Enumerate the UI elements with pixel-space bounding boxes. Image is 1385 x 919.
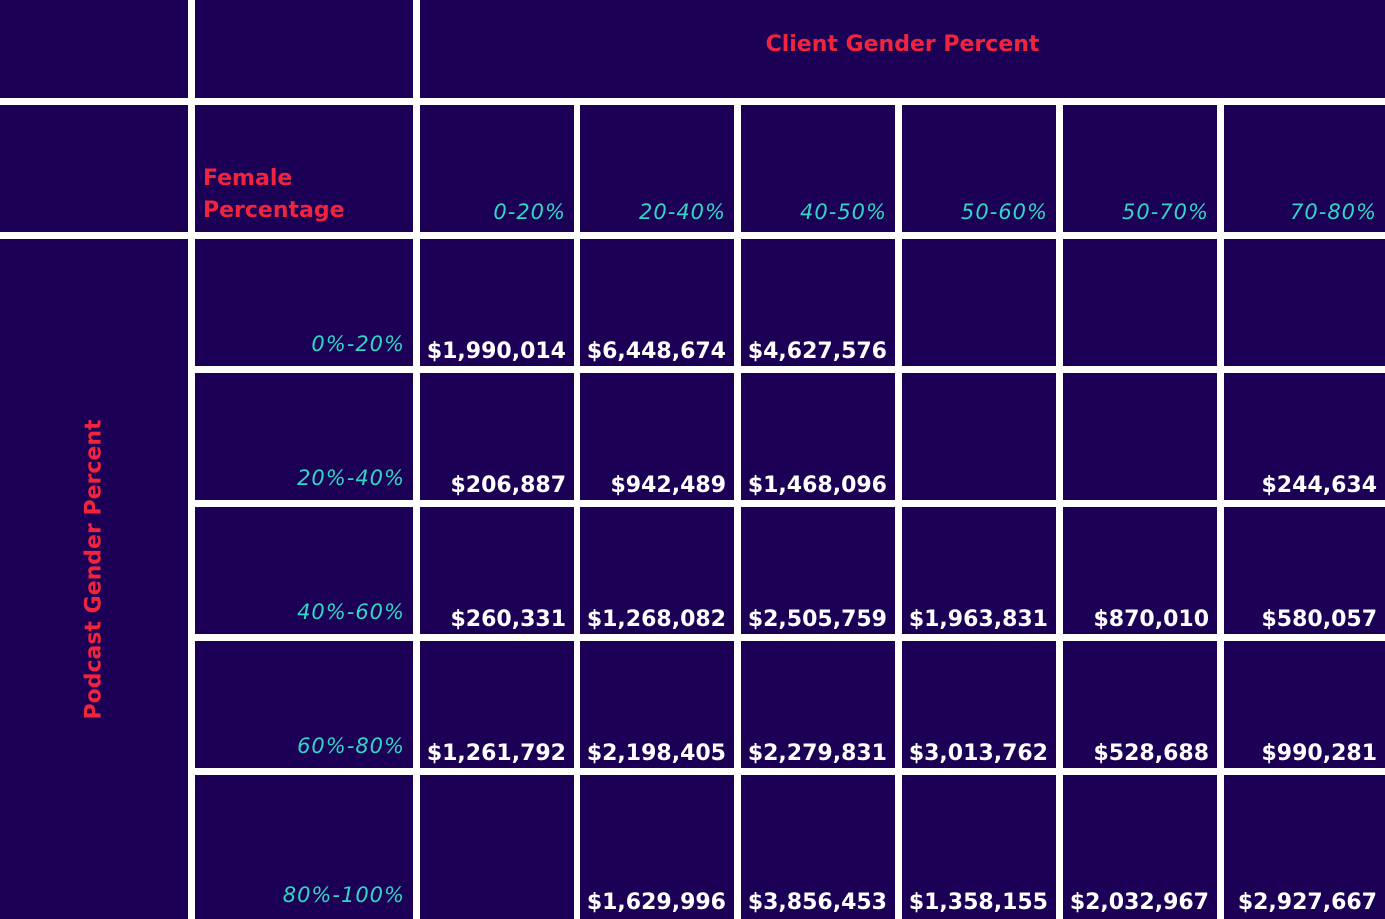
value-cell xyxy=(1063,239,1217,366)
cell-value: $260,331 xyxy=(450,607,566,632)
row-group-title: Podcast Gender Percent xyxy=(81,419,107,720)
cell-value: $870,010 xyxy=(1093,607,1209,632)
value-cell: $206,887 xyxy=(420,373,574,500)
value-cell: $1,268,082 xyxy=(580,507,734,634)
value-cell: $870,010 xyxy=(1063,507,1217,634)
cell-value: $2,279,831 xyxy=(747,741,887,766)
value-cell: $1,990,014 xyxy=(420,239,574,366)
row-label: 80%-100% xyxy=(282,883,405,907)
value-cell: $1,468,096 xyxy=(741,373,895,500)
column-header-cell: 0-20% xyxy=(420,105,574,232)
row-label-cell: 20%-40% xyxy=(195,373,413,500)
cell-value: $990,281 xyxy=(1261,741,1377,766)
cell-value: $1,629,996 xyxy=(586,890,726,915)
cell-value: $2,505,759 xyxy=(747,607,887,632)
value-cell: $2,198,405 xyxy=(580,641,734,768)
cell-value: $4,627,576 xyxy=(747,339,887,364)
column-header-cell: 70-80% xyxy=(1224,105,1385,232)
corner-blank-cell xyxy=(0,0,188,98)
cell-value: $1,261,792 xyxy=(426,741,566,766)
value-cell: $2,279,831 xyxy=(741,641,895,768)
corner-label: Female Percentage xyxy=(203,166,345,223)
cell-value: $580,057 xyxy=(1261,607,1377,632)
value-cell: $2,032,967 xyxy=(1063,775,1217,919)
row-label-cell: 0%-20% xyxy=(195,239,413,366)
cell-value: $2,927,667 xyxy=(1237,890,1377,915)
cell-value: $3,856,453 xyxy=(747,890,887,915)
cell-value: $942,489 xyxy=(610,473,726,498)
value-cell: $2,927,667 xyxy=(1224,775,1385,919)
value-cell xyxy=(902,239,1056,366)
value-cell: $6,448,674 xyxy=(580,239,734,366)
column-header-cell: 40-50% xyxy=(741,105,895,232)
value-cell: $1,261,792 xyxy=(420,641,574,768)
cell-value: $6,448,674 xyxy=(586,339,726,364)
column-header-cell: 20-40% xyxy=(580,105,734,232)
value-cell: $244,634 xyxy=(1224,373,1385,500)
cell-value: $1,963,831 xyxy=(908,607,1048,632)
value-cell: $3,013,762 xyxy=(902,641,1056,768)
value-cell: $1,963,831 xyxy=(902,507,1056,634)
value-cell: $4,627,576 xyxy=(741,239,895,366)
cell-value: $1,268,082 xyxy=(586,607,726,632)
row-group-header: Podcast Gender Percent xyxy=(0,239,188,919)
row-header-blank-cell xyxy=(0,105,188,232)
column-label: 40-50% xyxy=(800,200,887,224)
value-cell: $528,688 xyxy=(1063,641,1217,768)
column-label: 20-40% xyxy=(639,200,726,224)
row-label: 0%-20% xyxy=(311,332,405,356)
row-label-cell: 60%-80% xyxy=(195,641,413,768)
value-cell: $580,057 xyxy=(1224,507,1385,634)
value-cell xyxy=(902,373,1056,500)
row-label: 60%-80% xyxy=(297,734,405,758)
cell-value: $244,634 xyxy=(1261,473,1377,498)
column-header-cell: 50-60% xyxy=(902,105,1056,232)
corner-blank-cell-2 xyxy=(195,0,413,98)
column-group-title: Client Gender Percent xyxy=(765,32,1040,57)
row-label-cell: 40%-60% xyxy=(195,507,413,634)
column-group-header: Client Gender Percent xyxy=(420,0,1385,98)
row-label-cell: 80%-100% xyxy=(195,775,413,919)
value-cell: $3,856,453 xyxy=(741,775,895,919)
value-cell: $2,505,759 xyxy=(741,507,895,634)
cell-value: $206,887 xyxy=(450,473,566,498)
value-cell: $260,331 xyxy=(420,507,574,634)
value-cell xyxy=(1224,239,1385,366)
value-cell: $990,281 xyxy=(1224,641,1385,768)
cell-value: $1,358,155 xyxy=(908,890,1048,915)
cell-value: $2,032,967 xyxy=(1069,890,1209,915)
cell-value: $1,468,096 xyxy=(747,473,887,498)
column-label: 0-20% xyxy=(493,200,566,224)
cell-value: $1,990,014 xyxy=(426,339,566,364)
column-label: 70-80% xyxy=(1290,200,1377,224)
column-label: 50-60% xyxy=(961,200,1048,224)
row-label: 20%-40% xyxy=(297,466,405,490)
cell-value: $528,688 xyxy=(1093,741,1209,766)
row-label: 40%-60% xyxy=(297,600,405,624)
value-cell: $1,629,996 xyxy=(580,775,734,919)
value-cell xyxy=(420,775,574,919)
value-cell: $1,358,155 xyxy=(902,775,1056,919)
cell-value: $2,198,405 xyxy=(586,741,726,766)
column-header-cell: 50-70% xyxy=(1063,105,1217,232)
cell-value: $3,013,762 xyxy=(908,741,1048,766)
corner-label-cell: Female Percentage xyxy=(195,105,413,232)
value-cell: $942,489 xyxy=(580,373,734,500)
column-label: 50-70% xyxy=(1122,200,1209,224)
value-cell xyxy=(1063,373,1217,500)
